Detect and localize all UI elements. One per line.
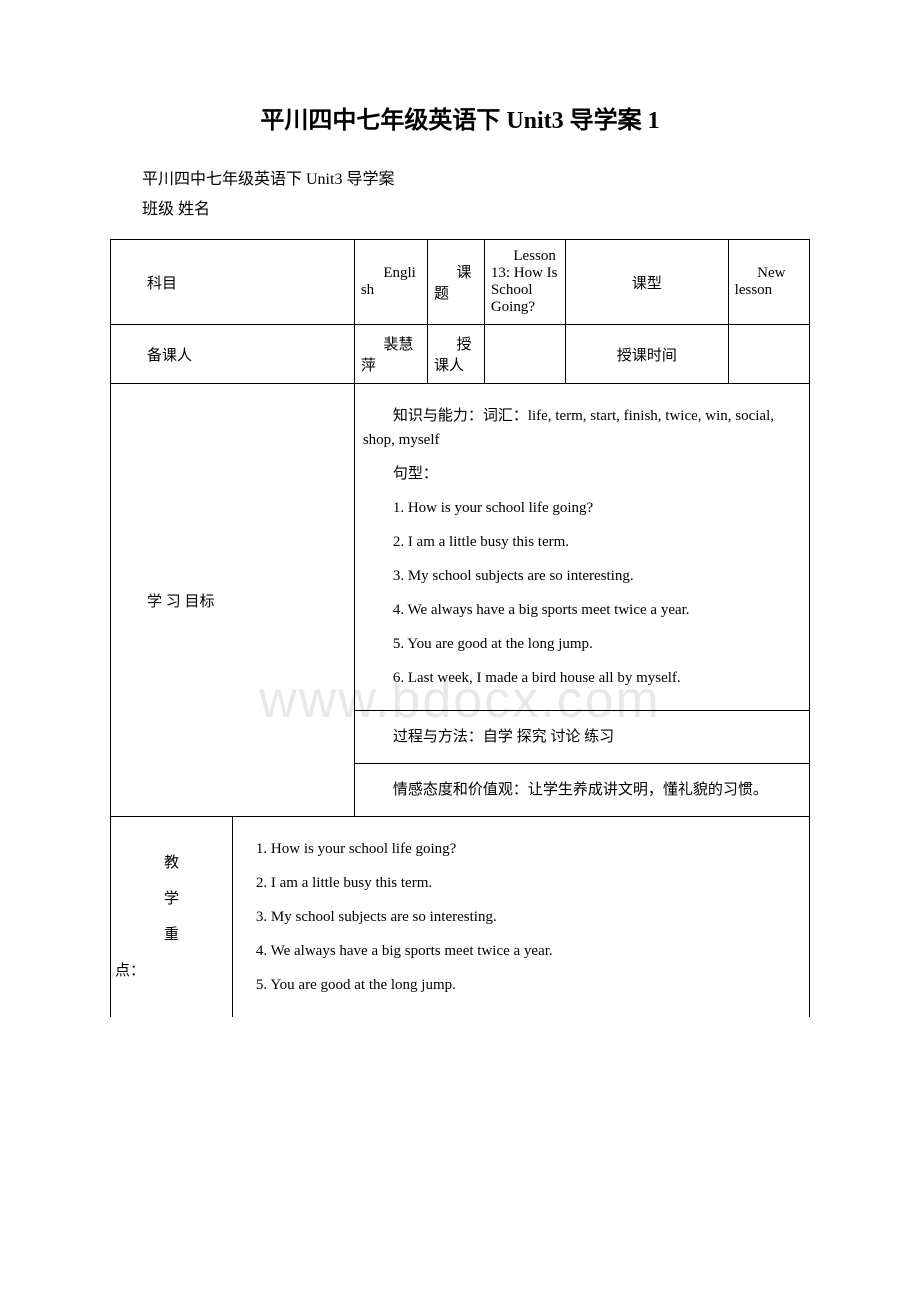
label-char: 重 — [115, 917, 228, 953]
list-item: 5. You are good at the long jump. — [363, 632, 801, 656]
lesson-plan-table: 科目 English 课题 Lesson 13: How Is School G… — [110, 239, 810, 1017]
list-item: 2. I am a little busy this term. — [363, 530, 801, 554]
subject-label: 科目 — [111, 240, 355, 325]
objectives-label: 学 习 目标 — [111, 384, 355, 817]
label-char: 点： — [115, 953, 228, 989]
subtitle: 平川四中七年级英语下 Unit3 导学案 — [110, 165, 810, 189]
teachtime-label: 授课时间 — [566, 325, 729, 384]
list-item: 1. How is your school life going? — [241, 837, 801, 861]
knowledge-header: 知识与能力：词汇：life, term, start, finish, twic… — [363, 404, 801, 452]
table-row: 学 习 目标 知识与能力：词汇：life, term, start, finis… — [111, 384, 810, 711]
subject-value: English — [354, 240, 427, 325]
teacher-label: 授课人 — [427, 325, 484, 384]
topic-label: 课题 — [427, 240, 484, 325]
keypoints-content: 1. How is your school life going? 2. I a… — [232, 817, 809, 1018]
list-item: 3. My school subjects are so interesting… — [241, 905, 801, 929]
list-item: 4. We always have a big sports meet twic… — [241, 939, 801, 963]
keypoints-label: 教 学 重 点： — [111, 817, 233, 1018]
objectives-section1: 知识与能力：词汇：life, term, start, finish, twic… — [354, 384, 809, 711]
process-method: 过程与方法：自学 探究 讨论 练习 — [363, 725, 801, 749]
preparer-value: 裴慧萍 — [354, 325, 427, 384]
type-label: 课型 — [566, 240, 729, 325]
list-item: 3. My school subjects are so interesting… — [363, 564, 801, 588]
type-value: New lesson — [728, 240, 809, 325]
objectives-section3: 情感态度和价值观：让学生养成讲文明，懂礼貌的习惯。 — [354, 764, 809, 817]
preparer-label: 备课人 — [111, 325, 355, 384]
objectives-section2: 过程与方法：自学 探究 讨论 练习 — [354, 711, 809, 764]
sentence-pattern-header: 句型： — [363, 462, 801, 486]
table-row: 科目 English 课题 Lesson 13: How Is School G… — [111, 240, 810, 325]
list-item: 6. Last week, I made a bird house all by… — [363, 666, 801, 690]
list-item: 1. How is your school life going? — [363, 496, 801, 520]
page-title: 平川四中七年级英语下 Unit3 导学案 1 — [110, 100, 810, 135]
teachtime-value — [728, 325, 809, 384]
list-item: 2. I am a little busy this term. — [241, 871, 801, 895]
attitude-values: 情感态度和价值观：让学生养成讲文明，懂礼貌的习惯。 — [363, 778, 801, 802]
list-item: 4. We always have a big sports meet twic… — [363, 598, 801, 622]
teacher-value — [484, 325, 565, 384]
class-name-line: 班级 姓名 — [110, 195, 810, 219]
label-char: 教 — [115, 845, 228, 881]
table-row: 教 学 重 点： 1. How is your school life goin… — [111, 817, 810, 1018]
label-char: 学 — [115, 881, 228, 917]
list-item: 5. You are good at the long jump. — [241, 973, 801, 997]
table-row: 备课人 裴慧萍 授课人 授课时间 — [111, 325, 810, 384]
topic-value: Lesson 13: How Is School Going? — [484, 240, 565, 325]
